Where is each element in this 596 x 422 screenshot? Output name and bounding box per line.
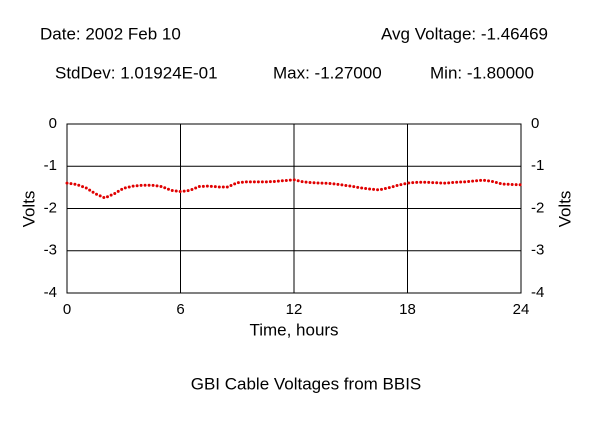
x-axis-label: Time, hours xyxy=(249,320,338,339)
x-tick-label: 6 xyxy=(176,301,184,318)
x-tick-label: 0 xyxy=(63,301,71,318)
y-tick-label: -1 xyxy=(44,157,57,174)
y-axis-label-right: Volts xyxy=(555,191,574,228)
x-tick-label: 12 xyxy=(286,301,303,318)
y-tick-label-right: -2 xyxy=(531,199,544,216)
y-tick-label-right: -4 xyxy=(531,284,544,301)
data-line xyxy=(65,178,523,200)
y-tick-label-right: -3 xyxy=(531,242,544,259)
stddev: StdDev: 1.01924E-01 xyxy=(55,63,218,82)
avg-voltage: Avg Voltage: -1.46469 xyxy=(381,24,548,43)
chart-title: GBI Cable Voltages from BBIS xyxy=(191,374,422,393)
y-tick-label: -4 xyxy=(44,284,57,301)
date: Date: 2002 Feb 10 xyxy=(40,24,181,43)
y-tick-label: 0 xyxy=(49,115,57,132)
y-tick-label-right: -1 xyxy=(531,157,544,174)
x-tick-label: 24 xyxy=(513,301,530,318)
y-tick-label: -2 xyxy=(44,199,57,216)
y-tick-label: -3 xyxy=(44,242,57,259)
plot-frame xyxy=(66,123,522,294)
y-axis-label: Volts xyxy=(19,191,38,228)
max: Max: -1.27000 xyxy=(273,63,382,82)
x-tick-label: 18 xyxy=(399,301,416,318)
min: Min: -1.80000 xyxy=(430,63,534,82)
y-tick-label-right: 0 xyxy=(531,115,539,132)
